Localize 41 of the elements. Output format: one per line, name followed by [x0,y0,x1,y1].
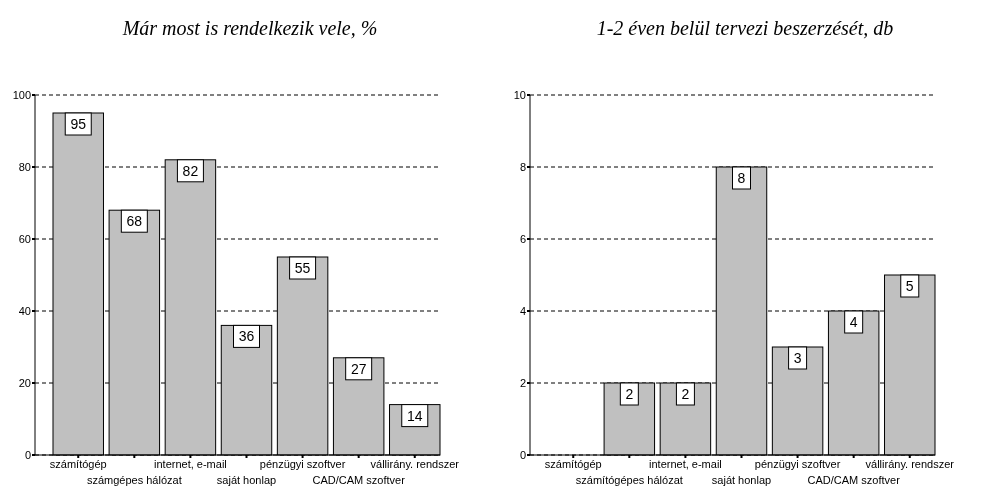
x-tick-label: CAD/CAM szoftver [807,474,901,486]
data-label: 14 [406,407,423,424]
y-tick-label: 10 [513,88,526,101]
y-tick-label: 0 [24,448,31,461]
x-tick-label: számítógép [544,458,602,470]
y-tick-label: 2 [519,376,526,389]
x-tick-label: saját honlap [216,474,277,486]
y-tick-label: 80 [18,160,31,173]
x-tick-label: számítógép [49,458,107,470]
data-label: 36 [238,328,255,345]
data-label: 27 [350,360,367,377]
y-tick-label: 8 [519,160,526,173]
data-label: 5 [905,278,914,294]
y-tick-label: 6 [519,232,526,245]
data-label: 95 [70,116,87,132]
data-label: 3 [793,350,802,366]
data-label: 4 [849,314,858,330]
y-tick-label: 60 [18,232,31,245]
data-label: 8 [737,170,746,186]
y-tick-label: 20 [18,376,31,389]
x-tick-label: saját honlap [711,474,772,486]
chart-title: Már most is rendelkezik vele, % [121,17,378,39]
data-label: 68 [126,213,143,230]
data-label: 55 [294,260,311,276]
x-tick-label: számítógépes hálózat [575,474,683,486]
x-tick-label: pénzügyi szoftver [754,458,841,470]
y-tick-label: 100 [12,88,31,101]
y-tick-label: 4 [519,304,526,317]
data-label: 82 [182,162,199,179]
x-tick-label: pénzügyi szoftver [259,458,346,470]
x-tick-label: internet, e-mail [154,458,227,470]
x-tick-label: vállirány. rendszer [370,458,460,470]
x-tick-label: internet, e-mail [649,458,722,470]
y-tick-label: 40 [18,304,31,317]
data-label: 2 [625,386,634,402]
y-tick-label: 0 [519,448,526,461]
x-tick-label: számgépes hálózat [86,474,182,486]
data-label: 2 [681,386,690,402]
chart-title: 1-2 éven belül tervezi beszerzését, db [596,17,894,39]
x-tick-label: CAD/CAM szoftver [312,474,406,486]
x-tick-label: vállirány. rendszer [865,458,955,470]
